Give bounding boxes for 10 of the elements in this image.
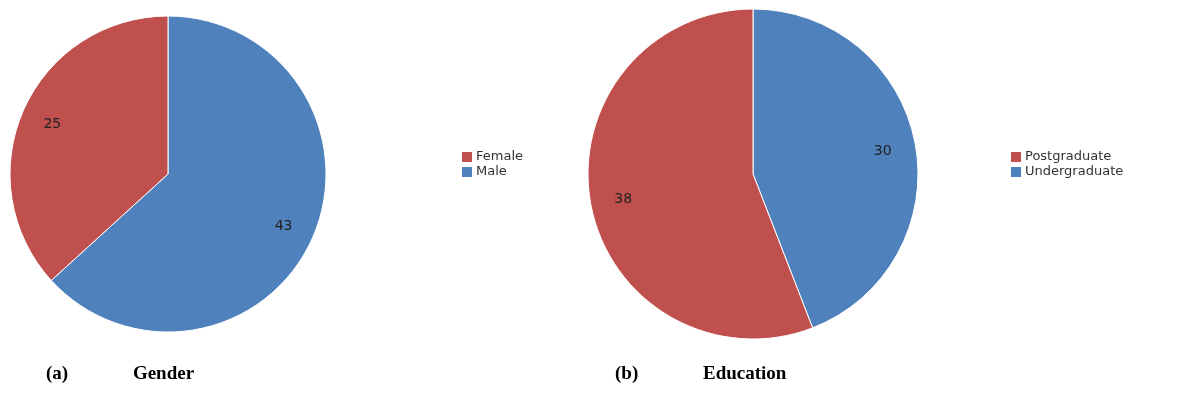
legend-label: Undergraduate: [1025, 163, 1124, 178]
data-label: 25: [43, 114, 62, 131]
data-label: 30: [873, 141, 892, 158]
legend-label: Male: [476, 163, 507, 178]
legend-label: Postgraduate: [1025, 148, 1112, 163]
data-label: 43: [274, 217, 293, 234]
legend-label: Female: [476, 148, 524, 163]
data-label: 38: [614, 190, 633, 207]
text: (a) Gender: [45, 362, 196, 384]
text: (b) Education: [614, 362, 788, 384]
